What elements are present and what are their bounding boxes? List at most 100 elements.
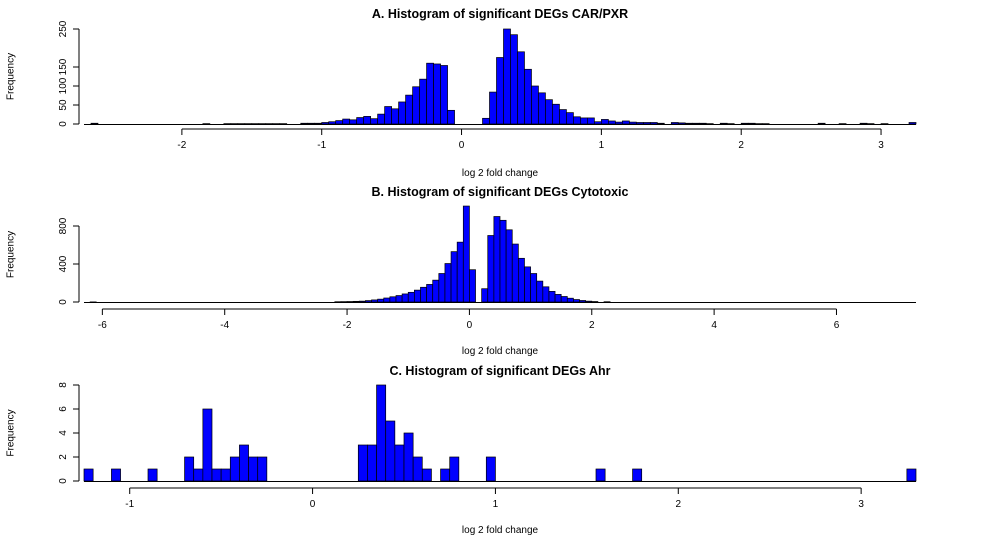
histogram-bar [573,299,580,303]
histogram-bar [505,229,513,303]
histogram-bar [493,216,501,303]
panel-1: A. Histogram of significant DEGs CAR/PXR… [6,7,917,179]
x-tick-label: 0 [467,320,473,331]
histogram-bar [705,123,714,125]
histogram-bar [587,117,595,125]
histogram-bar [838,123,847,125]
x-tick-label: -6 [98,320,107,331]
histogram-bar [433,63,441,125]
histogram-bar [656,122,665,125]
x-tick-label: 2 [676,499,682,510]
x-tick-label: 3 [858,499,864,510]
histogram-bar [83,468,94,482]
histogram-bar [389,296,397,303]
histogram-bar [419,78,427,125]
histogram-bar [258,123,267,125]
y-tick-label: 400 [58,255,69,272]
histogram-bar [356,117,365,125]
histogram-bar [545,99,553,125]
histogram-bar [489,91,497,125]
histogram-bar [487,235,495,303]
histogram-bar [251,123,260,125]
histogram-bar [184,456,195,482]
x-tick-label: -2 [343,320,352,331]
histogram-bar [321,122,330,125]
y-tick-label: 0 [58,121,69,127]
histogram-bar [908,122,917,125]
histogram-bar [866,123,875,125]
histogram-bar [542,286,550,303]
histogram-bar [377,298,385,303]
histogram-bar [677,122,686,125]
histogram-bar [412,456,423,482]
x-tick-label: 0 [459,140,465,151]
histogram-bar [601,119,609,125]
histogram-bar [395,295,403,303]
histogram-bar [376,384,387,482]
x-tick-label: -4 [220,320,229,331]
x-tick-label: 0 [310,499,316,510]
histogram-bar [371,299,378,303]
y-axis-label: Frequency [6,231,17,278]
x-axis-label: log 2 fold change [462,168,539,179]
histogram-bar [499,219,507,303]
histogram-bar [440,468,451,482]
histogram-bar [559,109,567,125]
histogram-bar [229,456,240,482]
histogram-bar [603,301,611,303]
histogram-bar [365,300,372,303]
histogram-bar [817,122,826,125]
histogram-bar [398,101,406,125]
histogram-bar [334,301,342,303]
histogram-bar [403,432,414,482]
histogram-bar [632,468,643,482]
y-tick-label: 6 [58,406,69,412]
histogram-bar [456,241,464,303]
histogram-bar [237,123,246,125]
histogram-bar [635,122,644,125]
histogram-bar [90,122,99,125]
x-tick-label: 6 [834,320,840,331]
histogram-bar [202,123,211,125]
histogram-bar [726,123,735,125]
histogram-bar [314,122,323,125]
histogram-bar [367,444,377,482]
y-tick-label: 100 [58,77,69,94]
histogram-bar [383,297,391,303]
histogram-bar [698,122,707,125]
histogram-bar [449,456,460,482]
histogram-bar [511,243,519,303]
histogram-bar [407,291,415,303]
histogram-bar [440,65,448,125]
y-tick-label: 150 [58,58,69,75]
histogram-bar [272,123,281,125]
histogram-bar [421,468,432,482]
histogram-bar [595,468,606,482]
histogram-bar [377,113,385,125]
histogram-bar [202,408,213,482]
histogram-bar [257,456,268,482]
histogram-bar [621,120,630,125]
y-tick-label: 2 [58,454,69,460]
y-tick-label: 0 [58,299,69,305]
x-axis-label: log 2 fold change [462,346,539,357]
histogram-bar [560,296,568,303]
x-tick-label: 1 [599,140,605,151]
histogram-bar [608,120,616,125]
histogram-bar [220,468,231,482]
histogram-bar [548,291,556,303]
histogram-bar [462,205,470,303]
histogram-bar [524,266,531,303]
histogram-bar [450,251,458,303]
histogram-bar [754,123,763,125]
y-tick-label: 800 [58,217,69,234]
histogram-bar [230,123,239,125]
histogram-bar [211,468,222,482]
histogram-bar [89,301,97,303]
histogram-bar [482,117,490,125]
histogram-bar [691,122,700,125]
histogram-bar [328,121,337,125]
histogram-bar [530,273,538,303]
histogram-bar [579,300,587,303]
